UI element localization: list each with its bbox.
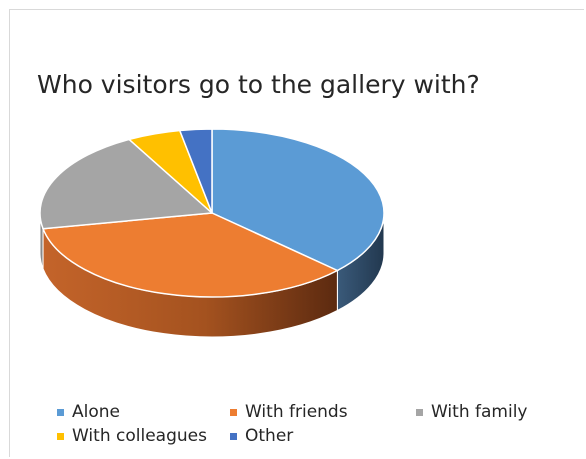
legend-label: With family bbox=[431, 402, 528, 422]
legend-item-with-family: With family bbox=[416, 402, 527, 422]
legend-swatch bbox=[230, 432, 237, 440]
chart-title: Who visitors go to the gallery with? bbox=[37, 70, 480, 99]
pie-slice-with-family bbox=[39, 138, 214, 230]
legend-swatch bbox=[230, 408, 237, 416]
legend-label: With friends bbox=[245, 402, 348, 422]
legend-item-other: Other bbox=[230, 426, 293, 446]
legend-swatch bbox=[416, 408, 423, 416]
legend-item-with-friends: With friends bbox=[230, 402, 348, 422]
legend-swatch bbox=[57, 408, 64, 416]
legend-label: Alone bbox=[72, 402, 120, 422]
legend-item-with-colleagues: With colleagues bbox=[57, 426, 207, 446]
legend-label: With colleagues bbox=[72, 426, 207, 446]
legend-item-alone: Alone bbox=[57, 402, 120, 422]
legend-label: Other bbox=[245, 426, 294, 446]
pie-slice-alone bbox=[211, 128, 385, 272]
pie-slice-with-friends bbox=[41, 212, 340, 298]
pie-top bbox=[39, 128, 385, 298]
legend-swatch bbox=[57, 432, 64, 440]
pie-slice-other bbox=[178, 128, 213, 214]
